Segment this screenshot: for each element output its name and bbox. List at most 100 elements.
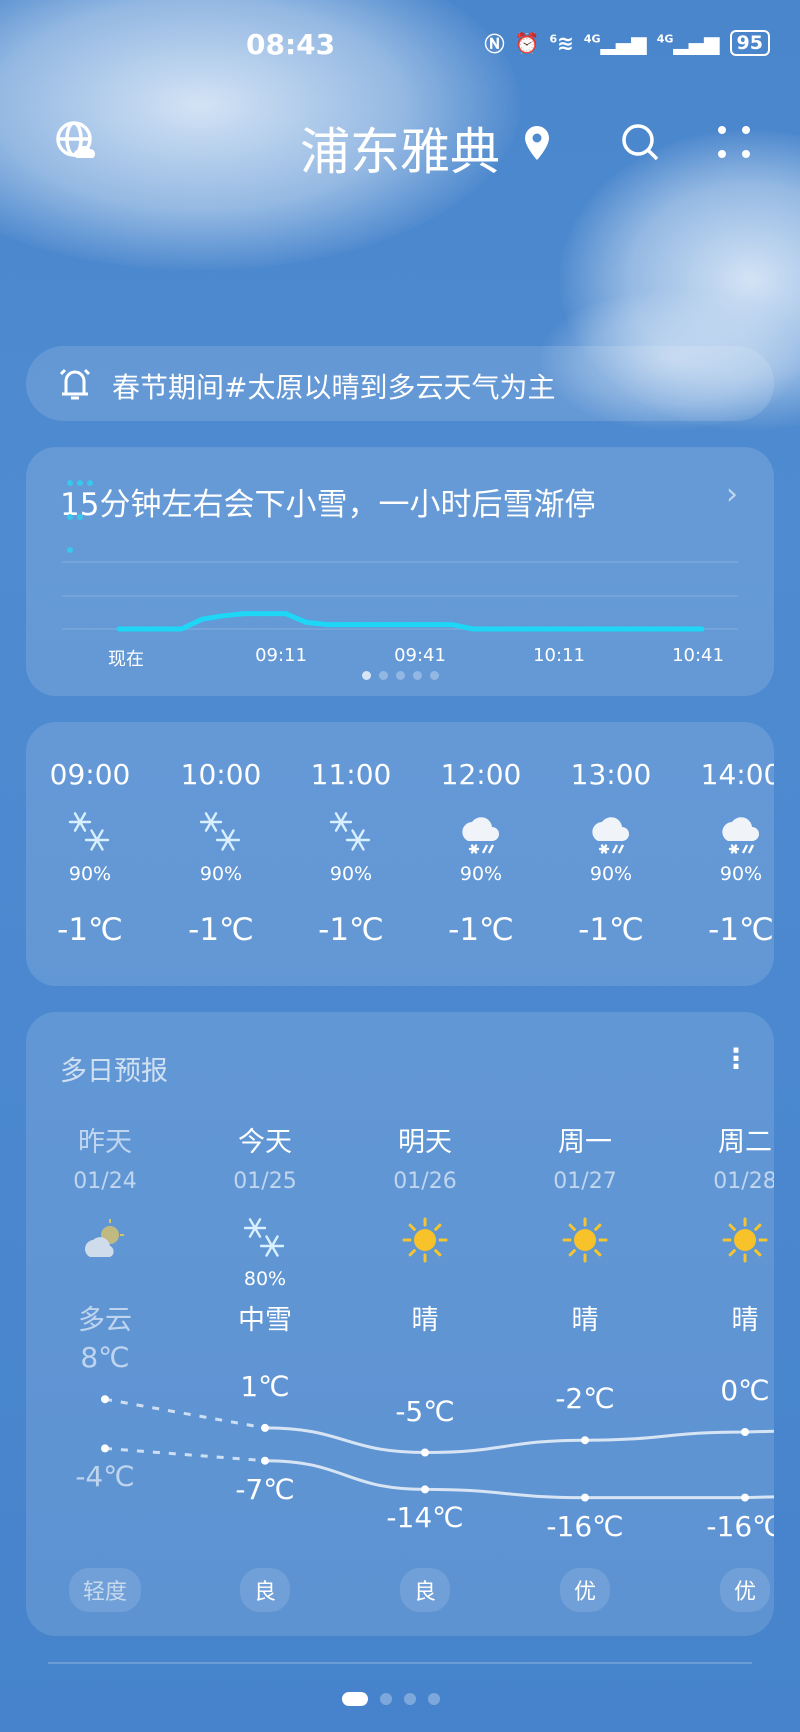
day-condition: 晴: [731, 1305, 759, 1336]
page-dot[interactable]: [413, 671, 422, 680]
cloud-sleet-icon: [586, 809, 636, 859]
high-temp-label: 8℃: [80, 1341, 130, 1375]
hour-time: 11:00: [310, 758, 392, 791]
day-date: 01/24: [73, 1169, 137, 1194]
status-icons: Ⓝ ⏰ 6≋ 4G▂▄▆ 4G▂▄▆ 95: [485, 28, 770, 57]
alarm-icon: ⏰: [514, 30, 540, 55]
snow-intensity-icon: [67, 514, 83, 520]
hour-temperature: -1℃: [188, 912, 254, 948]
page-dot[interactable]: [430, 671, 439, 680]
hourly-forecast-card[interactable]: 09:00 90% -1℃ 10:00 90% -1℃ 11:00 90% -1℃ 12:00 90…: [26, 722, 774, 986]
page-indicator[interactable]: [342, 1692, 440, 1706]
precipitation-line: [116, 611, 705, 632]
page-dot[interactable]: [379, 671, 388, 680]
sun-icon: [720, 1215, 770, 1265]
search-icon[interactable]: [620, 122, 662, 164]
page-dot[interactable]: [362, 671, 371, 680]
notice-text: 春节期间#太原以晴到多云天气为主: [112, 371, 556, 404]
globe-cloud-icon[interactable]: [55, 120, 97, 162]
hour-temperature: -1℃: [448, 912, 514, 948]
hour-temperature: -1℃: [708, 912, 774, 948]
x-axis-label: 10:11: [533, 645, 585, 666]
high-temp-point: [101, 1395, 109, 1404]
minute-forecast-title: 15分钟左右会下小雪，一小时后雪渐停: [60, 487, 596, 523]
aqi-badge[interactable]: 优: [719, 1568, 771, 1612]
divider: [48, 1662, 752, 1664]
day-date: 01/27: [553, 1169, 617, 1194]
aqi-badge[interactable]: 轻度: [68, 1568, 142, 1612]
status-time: 08:43: [246, 28, 336, 61]
chevron-right-icon[interactable]: ›: [726, 477, 738, 512]
daily-more-icon[interactable]: ⋮: [722, 1042, 750, 1075]
low-temp-label: -16℃: [546, 1509, 624, 1543]
page-dot[interactable]: [428, 1693, 440, 1705]
aqi-badge[interactable]: 良: [399, 1568, 451, 1612]
low-temp-point: [101, 1444, 109, 1453]
snow-icon: [196, 809, 246, 859]
partly-cloudy-icon: [80, 1215, 130, 1265]
low-temp-point: [741, 1493, 749, 1502]
day-name: 昨天: [78, 1127, 132, 1158]
sun-icon: [560, 1215, 610, 1265]
day-date: 01/28: [713, 1169, 774, 1194]
precipitation-probability: 80%: [243, 1268, 287, 1290]
high-temp-point: [581, 1436, 589, 1445]
day-name: 周一: [558, 1127, 612, 1158]
more-menu-icon[interactable]: [716, 124, 752, 160]
hour-time: 09:00: [49, 758, 131, 791]
day-date: 01/25: [233, 1169, 297, 1194]
hour-temperature: -1℃: [318, 912, 384, 948]
aqi-badge[interactable]: 良: [239, 1568, 291, 1612]
high-temp-label: 1℃: [240, 1369, 290, 1403]
high-temp-past-line: [104, 1397, 266, 1430]
page-dot[interactable]: [380, 1693, 392, 1705]
signal-icon: 4G▂▄▆: [583, 30, 647, 55]
high-temp-point: [741, 1428, 749, 1436]
high-temp-label: -2℃: [555, 1382, 615, 1416]
hour-temperature: -1℃: [57, 912, 123, 948]
day-condition: 多云: [78, 1305, 132, 1336]
minute-forecast-card[interactable]: 15分钟左右会下小雪，一小时后雪渐停 › 现在 09:11 09:41 10:11 10…: [26, 447, 774, 696]
day-condition: 中雪: [238, 1305, 292, 1336]
day-condition: 晴: [571, 1305, 599, 1336]
precipitation-probability: 90%: [329, 863, 373, 885]
hour-time: 14:00: [700, 758, 774, 791]
page-dot[interactable]: [404, 1693, 416, 1705]
snow-icon: [326, 809, 376, 859]
temperature-chart: [101, 1395, 774, 1502]
cloud-sleet-icon: [716, 809, 766, 859]
snow-icon: [240, 1215, 290, 1265]
hour-time: 10:00: [180, 758, 262, 791]
high-temp-point: [261, 1423, 269, 1432]
low-temp-past-line: [104, 1446, 266, 1463]
precipitation-probability: 90%: [719, 863, 763, 885]
low-temp-label: -14℃: [386, 1501, 464, 1535]
location-pin-icon: [525, 126, 549, 160]
low-temp-label: -4℃: [75, 1460, 135, 1494]
sun-icon: [400, 1215, 450, 1265]
low-temp-point: [581, 1493, 589, 1502]
notice-banner[interactable]: 春节期间#太原以晴到多云天气为主: [26, 346, 774, 421]
aqi-badge[interactable]: 优: [559, 1568, 611, 1612]
snow-intensity-icon: [67, 547, 73, 553]
low-temp-label: -16℃: [706, 1509, 774, 1543]
x-axis-label: 09:41: [394, 645, 446, 666]
day-name: 今天: [238, 1127, 292, 1158]
precipitation-probability: 90%: [199, 863, 243, 885]
page-title[interactable]: 浦东雅典: [300, 123, 500, 181]
day-name: 周二: [718, 1127, 772, 1158]
page-dot[interactable]: [396, 671, 405, 680]
page-dot[interactable]: [342, 1692, 368, 1706]
x-axis-label: 10:41: [672, 645, 724, 666]
day-condition: 晴: [411, 1305, 439, 1336]
daily-forecast-card[interactable]: 多日预报 ⋮ 昨天 01/24 多云 8℃ -4℃ 轻度 今天 01/25 80% 中雪 1℃ -7℃…: [26, 1012, 774, 1636]
high-temp-point: [421, 1448, 429, 1457]
high-temp-line: [264, 1426, 774, 1455]
low-temp-point: [421, 1485, 429, 1494]
snow-intensity-icon: [67, 480, 93, 486]
hour-time: 13:00: [570, 758, 652, 791]
x-axis-label: 09:11: [255, 645, 307, 666]
daily-forecast-title: 多日预报: [60, 1056, 168, 1087]
bell-icon: [59, 368, 91, 400]
precipitation-chart: [62, 480, 738, 632]
